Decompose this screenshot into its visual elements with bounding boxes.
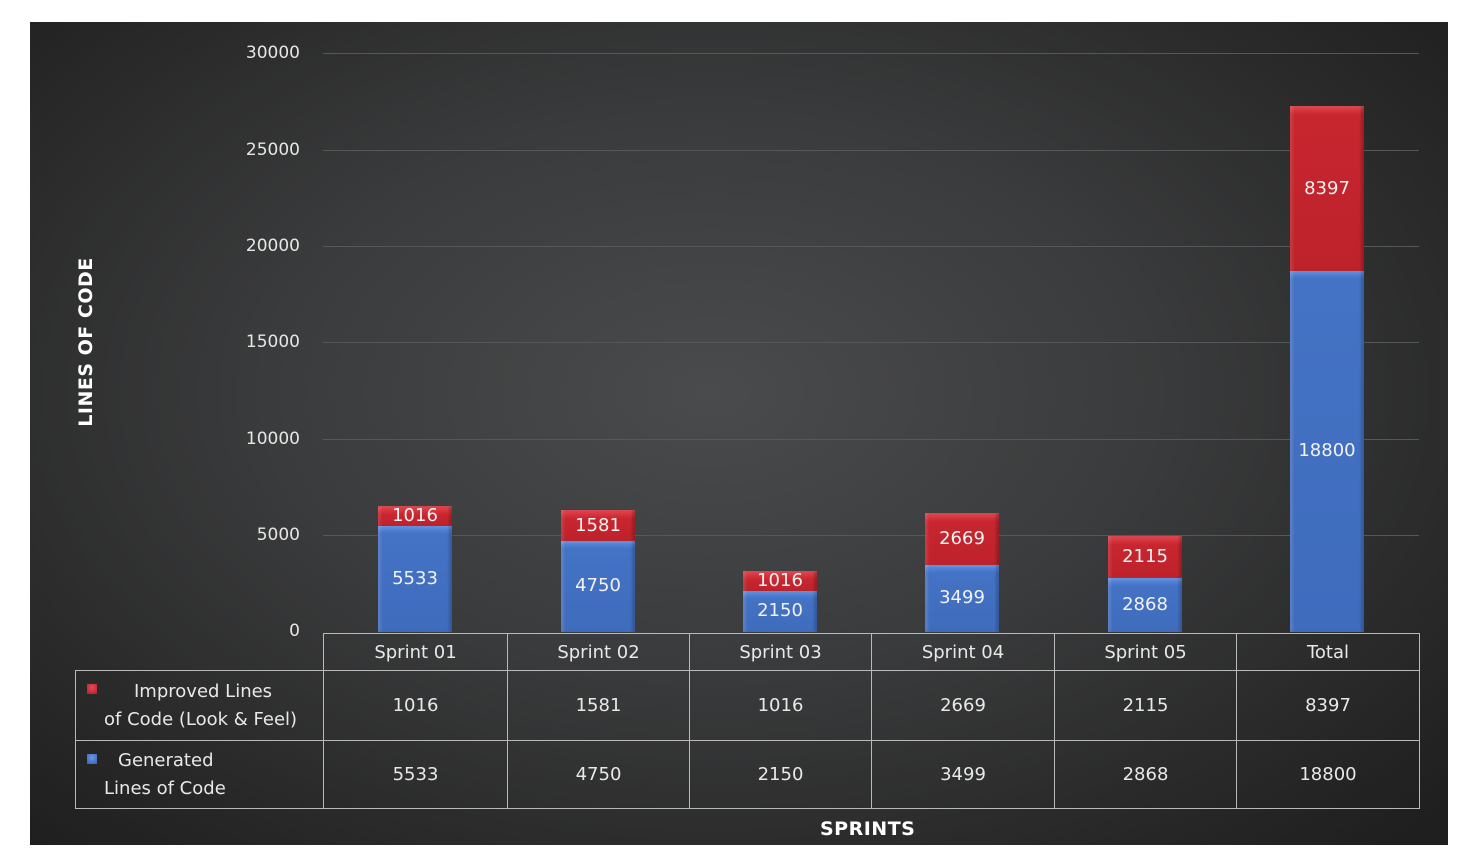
table-header-cell: Sprint 01 <box>323 633 508 671</box>
bar-improved-sprint-03[interactable]: 1016 <box>743 571 817 591</box>
y-tick-10000: 10000 <box>245 429 300 449</box>
bar-generated-sprint-01[interactable]: 5533 <box>378 525 452 632</box>
bar-value-label: 2115 <box>1122 546 1168 567</box>
table-cell: 1016 <box>689 670 872 741</box>
y-tick-15000: 15000 <box>245 332 300 352</box>
table-header-cell: Sprint 05 <box>1054 633 1237 671</box>
table-cell: 1016 <box>323 670 508 741</box>
bar-improved-sprint-05[interactable]: 2115 <box>1108 536 1182 578</box>
bar-value-label: 2669 <box>939 528 985 549</box>
table-cell: 5533 <box>323 740 508 809</box>
bar-improved-sprint-04[interactable]: 2669 <box>925 513 999 565</box>
bar-improved-sprint-01[interactable]: 1016 <box>378 506 452 526</box>
gridline <box>323 535 1419 536</box>
bar-generated-total[interactable]: 18800 <box>1290 270 1364 632</box>
bar-generated-sprint-05[interactable]: 2868 <box>1108 577 1182 632</box>
table-cell: 4750 <box>507 740 690 809</box>
table-header-cell: Sprint 03 <box>689 633 872 671</box>
bar-value-label: 2868 <box>1122 593 1168 615</box>
bar-value-label: 1016 <box>757 570 803 591</box>
y-axis-title-text: LINES OF CODE <box>75 257 97 427</box>
table-header-row: Sprint 01 Sprint 02 Sprint 03 Sprint 04 … <box>75 633 1420 671</box>
y-tick-20000: 20000 <box>245 236 300 256</box>
bar-generated-sprint-02[interactable]: 4750 <box>561 540 635 632</box>
table-header-cell: Sprint 02 <box>507 633 690 671</box>
legend-key-red-icon <box>87 684 97 694</box>
table-row-improved: Improved Lines of Code (Look & Feel) 101… <box>75 670 1420 741</box>
table-row-generated: Generated Lines of Code 5533 4750 2150 3… <box>75 740 1420 809</box>
legend-key-blue-icon <box>87 754 97 764</box>
table-cell: 2669 <box>871 670 1055 741</box>
bar-improved-sprint-02[interactable]: 1581 <box>561 510 635 541</box>
bar-generated-sprint-04[interactable]: 3499 <box>925 564 999 632</box>
y-tick-5000: 5000 <box>256 525 300 545</box>
x-axis-title: SPRINTS <box>820 818 916 840</box>
table-header-cell: Sprint 04 <box>871 633 1055 671</box>
y-tick-0: 0 <box>289 621 300 641</box>
legend-label-line1: Improved Lines <box>134 680 273 702</box>
table-cell: 2868 <box>1054 740 1237 809</box>
bar-value-label: 5533 <box>392 567 438 589</box>
table-header-cell: Total <box>1236 633 1420 671</box>
data-table: Sprint 01 Sprint 02 Sprint 03 Sprint 04 … <box>75 633 1420 809</box>
legend-label-line1: Generated <box>118 749 214 771</box>
legend-entry-improved[interactable]: Improved Lines of Code (Look & Feel) <box>75 670 324 741</box>
table-cell: 8397 <box>1236 670 1420 741</box>
gridline <box>323 439 1419 440</box>
table-cell: 2115 <box>1054 670 1237 741</box>
y-tick-30000: 30000 <box>245 43 300 63</box>
table-cell: 1581 <box>507 670 690 741</box>
gridline <box>323 53 1419 54</box>
bar-value-label: 1016 <box>392 505 438 526</box>
legend-entry-generated[interactable]: Generated Lines of Code <box>75 740 324 809</box>
legend-label-line2: Lines of Code <box>104 777 226 799</box>
table-cell: 18800 <box>1236 740 1420 809</box>
bar-improved-total[interactable]: 8397 <box>1290 106 1364 271</box>
chart-area: LINES OF CODE 30000 25000 20000 15000 10… <box>30 22 1448 845</box>
legend-label-line2: of Code (Look & Feel) <box>104 708 298 730</box>
bar-generated-sprint-03[interactable]: 2150 <box>743 590 817 632</box>
gridline <box>323 150 1419 151</box>
y-tick-25000: 25000 <box>245 140 300 160</box>
bar-value-label: 18800 <box>1298 440 1356 461</box>
bar-value-label: 3499 <box>939 587 985 608</box>
bar-value-label: 8397 <box>1304 177 1350 199</box>
gridline <box>323 246 1419 247</box>
bar-value-label: 2150 <box>757 600 803 621</box>
table-corner <box>75 633 324 671</box>
bar-value-label: 1581 <box>575 514 621 536</box>
gridline <box>323 342 1419 343</box>
table-cell: 2150 <box>689 740 872 809</box>
table-cell: 3499 <box>871 740 1055 809</box>
bar-value-label: 4750 <box>575 575 621 596</box>
